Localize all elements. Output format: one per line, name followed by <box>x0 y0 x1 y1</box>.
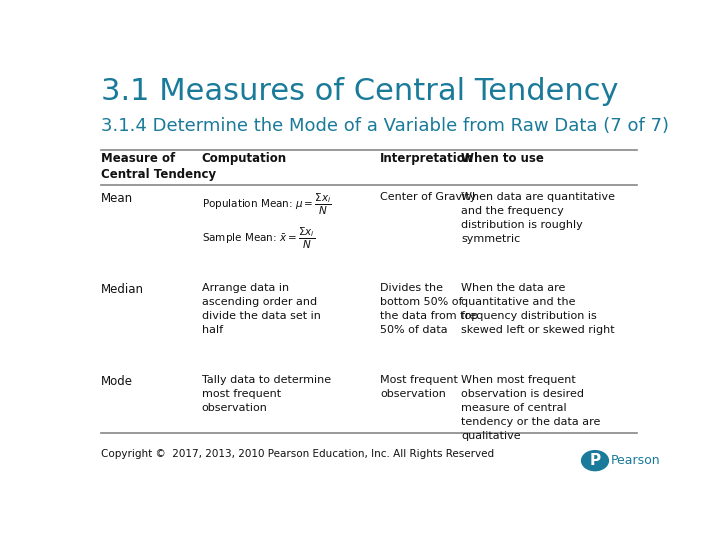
Text: Mode: Mode <box>101 375 133 388</box>
Text: Population Mean: $\mu = \dfrac{\Sigma x_i}{N}$: Population Mean: $\mu = \dfrac{\Sigma x_… <box>202 192 331 217</box>
Text: 3.1 Measures of Central Tendency: 3.1 Measures of Central Tendency <box>101 77 618 106</box>
Text: When the data are
quantitative and the
frequency distribution is
skewed left or : When the data are quantitative and the f… <box>461 283 615 335</box>
Text: Divides the
bottom 50% of
the data from top
50% of data: Divides the bottom 50% of the data from … <box>380 283 478 335</box>
Text: Interpretation: Interpretation <box>380 152 474 165</box>
Text: Sample Mean: $\bar{x} = \dfrac{\Sigma x_i}{N}$: Sample Mean: $\bar{x} = \dfrac{\Sigma x_… <box>202 226 315 251</box>
Text: Arrange data in
ascending order and
divide the data set in
half: Arrange data in ascending order and divi… <box>202 283 320 335</box>
Text: Copyright ©  2017, 2013, 2010 Pearson Education, Inc. All Rights Reserved: Copyright © 2017, 2013, 2010 Pearson Edu… <box>101 449 495 460</box>
Text: 3.1.4 Determine the Mode of a Variable from Raw Data (7 of 7): 3.1.4 Determine the Mode of a Variable f… <box>101 117 669 135</box>
Text: Pearson: Pearson <box>611 454 660 467</box>
Text: P: P <box>590 453 600 468</box>
Text: When to use: When to use <box>461 152 544 165</box>
Text: When data are quantitative
and the frequency
distribution is roughly
symmetric: When data are quantitative and the frequ… <box>461 192 615 244</box>
Text: Measure of
Central Tendency: Measure of Central Tendency <box>101 152 216 181</box>
Text: When most frequent
observation is desired
measure of central
tendency or the dat: When most frequent observation is desire… <box>461 375 600 441</box>
Circle shape <box>582 451 608 471</box>
Text: Most frequent
observation: Most frequent observation <box>380 375 458 399</box>
Text: Center of Gravity: Center of Gravity <box>380 192 477 201</box>
Text: Mean: Mean <box>101 192 133 205</box>
Text: Median: Median <box>101 283 144 296</box>
Text: Computation: Computation <box>202 152 287 165</box>
Text: Tally data to determine
most frequent
observation: Tally data to determine most frequent ob… <box>202 375 330 413</box>
